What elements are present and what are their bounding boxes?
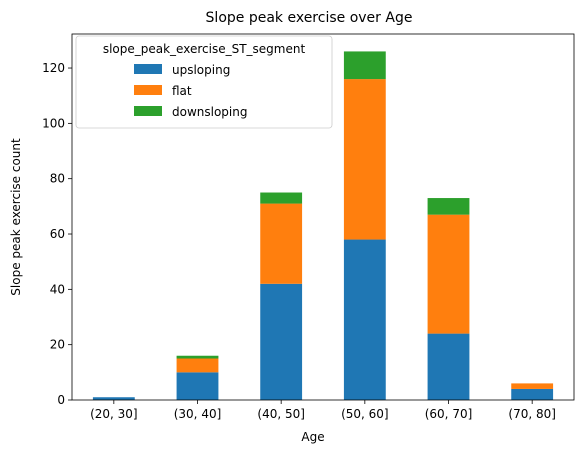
legend-swatch-upsloping (134, 64, 162, 74)
x-tick-label: (40, 50] (257, 407, 305, 421)
x-tick-label: (60, 70] (425, 407, 473, 421)
bar-upsloping-1 (176, 372, 219, 400)
y-tick-label: 20 (50, 338, 65, 352)
y-axis-ticks: 0 20 40 60 80 100 120 (42, 61, 72, 407)
y-tick-label: 40 (50, 282, 65, 296)
legend-swatch-downsloping (134, 106, 162, 116)
bar-flat-5 (511, 383, 554, 389)
x-tick-label: (30, 40] (174, 407, 222, 421)
legend-label-upsloping: upsloping (172, 63, 230, 77)
legend-swatch-flat (134, 85, 162, 95)
bar-downsloping-4 (427, 198, 470, 215)
legend-frame (75, 35, 333, 129)
legend: slope_peak_exercise_ST_segment upsloping… (75, 35, 333, 129)
y-tick-label: 0 (57, 393, 65, 407)
bar-upsloping-3 (343, 239, 386, 400)
legend-label-flat: flat (172, 84, 192, 98)
y-tick-label: 120 (42, 61, 65, 75)
x-axis-ticks: (20, 30] (30, 40] (40, 50] (50, 60] (60, 70]… (90, 400, 556, 421)
y-tick-label: 60 (50, 227, 65, 241)
y-tick-label: 100 (42, 116, 65, 130)
bar-flat-1 (176, 358, 219, 373)
legend-title: slope_peak_exercise_ST_segment (103, 42, 306, 56)
bar-downsloping-2 (260, 192, 303, 204)
bar-flat-3 (343, 79, 386, 240)
bar-downsloping-1 (176, 355, 219, 359)
bar-upsloping-0 (92, 397, 135, 400)
bar-downsloping-3 (343, 51, 386, 80)
legend-label-downsloping: downsloping (172, 105, 247, 119)
bar-flat-2 (260, 203, 303, 284)
bar-upsloping-4 (427, 333, 470, 400)
bar-flat-4 (427, 214, 470, 334)
bars-group (92, 51, 554, 400)
bar-upsloping-2 (260, 283, 303, 400)
x-tick-label: (20, 30] (90, 407, 138, 421)
x-tick-label: (70, 80] (508, 407, 556, 421)
bar-upsloping-5 (511, 388, 554, 400)
plot-frame (71, 33, 575, 401)
y-axis-label: Slope peak exercise count (9, 138, 23, 296)
chart-title: Slope peak exercise over Age (206, 10, 413, 26)
y-tick-label: 80 (50, 172, 65, 186)
x-tick-label: (50, 60] (341, 407, 389, 421)
x-axis-label: Age (301, 430, 324, 444)
